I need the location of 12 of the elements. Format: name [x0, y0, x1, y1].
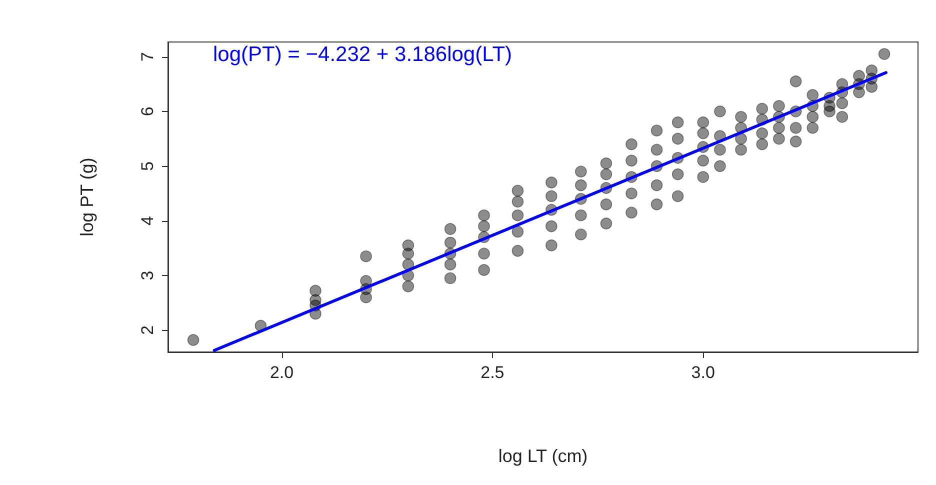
x-tick-label: 3.0 — [691, 363, 715, 382]
y-tick-label: 4 — [138, 216, 157, 226]
x-tick-label: 2.5 — [480, 363, 504, 382]
y-tick-label: 7 — [138, 52, 157, 62]
y-tick-label: 6 — [138, 106, 157, 116]
x-axis-title: log LT (cm) — [498, 446, 588, 466]
y-tick-label: 5 — [138, 161, 157, 171]
y-axis-title: log PT (g) — [77, 158, 97, 236]
y-tick-label: 2 — [138, 325, 157, 335]
y-tick-label: 3 — [138, 270, 157, 280]
x-tick-label: 2.0 — [270, 363, 294, 382]
annotation: log(PT) = −4.232 + 3.186log(LT) — [213, 43, 512, 66]
